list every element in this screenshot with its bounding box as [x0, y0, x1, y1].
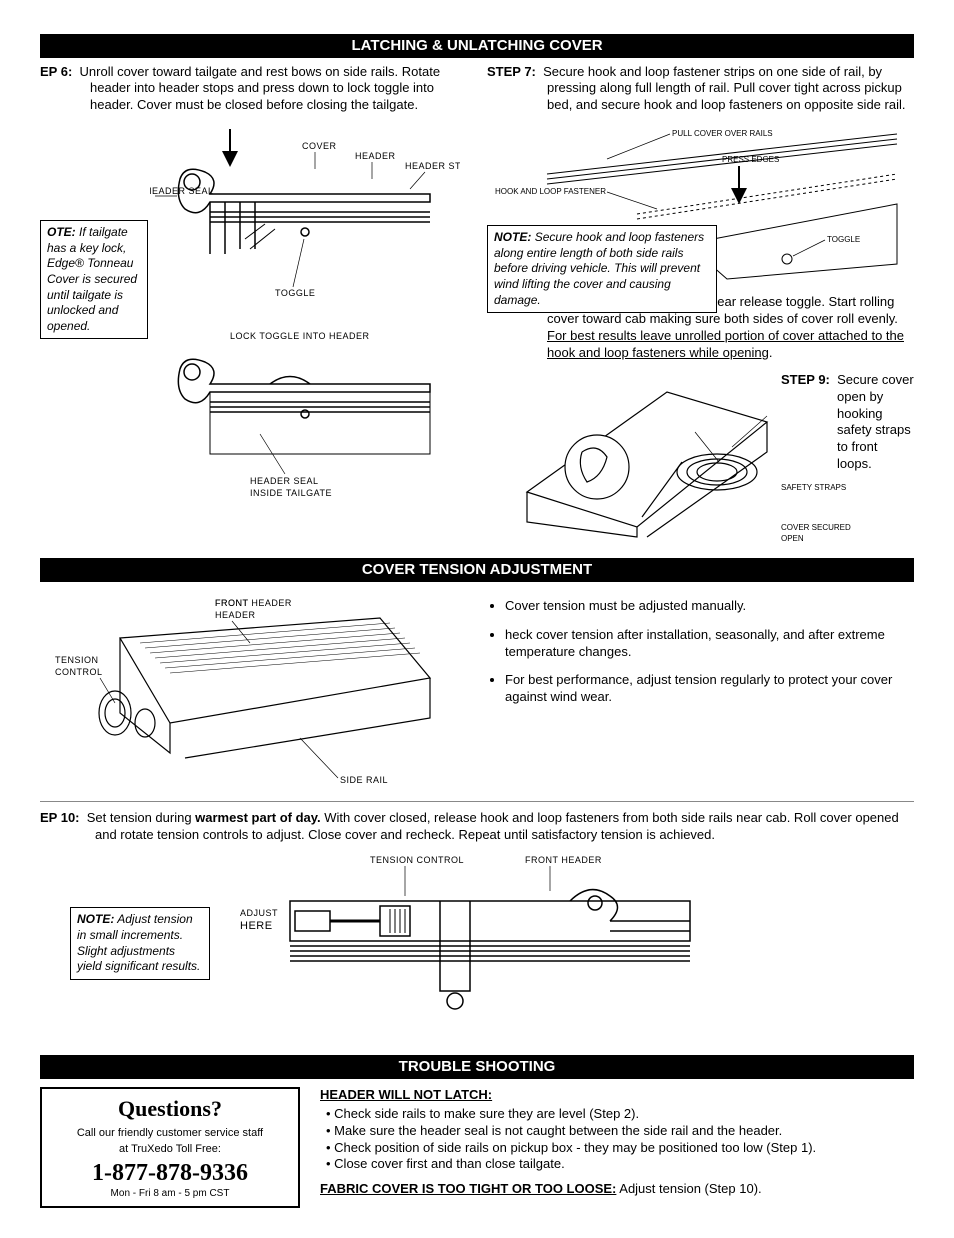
note-step7: NOTE: Secure hook and loop fasteners alo…	[487, 225, 717, 313]
lbl-header: HEADER	[355, 151, 396, 161]
lbl-toggle7: TOGGLE	[827, 235, 860, 244]
lbl-front-header-1: FRONT	[215, 598, 249, 608]
lbl-front-header-2: HEADER	[215, 610, 256, 620]
lbl10-adjust: ADJUST	[240, 908, 278, 918]
questions-sub1: Call our friendly customer service staff	[52, 1126, 288, 1140]
lbl10-tension: TENSION CONTROL	[370, 855, 464, 865]
section-header-trouble: TROUBLE SHOOTING	[40, 1055, 914, 1079]
ts-h2-text: Adjust tension (Step 10).	[616, 1181, 761, 1196]
tension-bullets: Cover tension must be adjusted manually.…	[505, 598, 914, 706]
section-header-tension: COVER TENSION ADJUSTMENT	[40, 558, 914, 582]
lbl-header-stop: HEADER STOP	[405, 161, 460, 171]
diagram-step9: STEP 9: Secure cover open by hooking saf…	[487, 372, 914, 545]
lbl-toggle: TOGGLE	[275, 288, 315, 298]
ts-l3: Check position of side rails on pickup b…	[326, 1140, 914, 1157]
note-step10: NOTE: Adjust tension in small increments…	[70, 907, 210, 979]
lbl10-here: HERE	[240, 920, 273, 932]
step8-text-b: For best results leave unrolled portion …	[547, 328, 904, 360]
step-7: STEP 7: Secure hook and loop fastener st…	[487, 64, 914, 115]
step7-label: STEP 7:	[487, 64, 536, 79]
lbl-lock-toggle: LOCK TOGGLE INTO HEADER	[230, 331, 370, 341]
lbl-cover: COVER	[302, 141, 337, 151]
note6-label: OTE:	[47, 225, 76, 239]
trouble-content: HEADER WILL NOT LATCH: Check side rails …	[320, 1087, 914, 1198]
step10-label: EP 10:	[40, 810, 80, 825]
step9-label: STEP 9:	[781, 372, 830, 387]
latching-columns: EP 6: Unroll cover toward tailgate and r…	[40, 64, 914, 555]
step9-text: Secure cover open by hooking safety stra…	[837, 372, 914, 471]
section-header-latching: LATCHING & UNLATCHING COVER	[40, 34, 914, 58]
svg-step9	[487, 372, 777, 542]
col-left: EP 6: Unroll cover toward tailgate and r…	[40, 64, 467, 555]
svg-tension: FRONT HEADER FRONT HEADER TENSION CONTRO…	[40, 588, 440, 788]
step6-label: EP 6:	[40, 64, 72, 79]
note7-label: NOTE:	[494, 230, 531, 244]
diagram-step6: OTE: If tailgate has a key lock, Edge® T…	[40, 124, 467, 504]
lbl-tension-ctrl-1: TENSION	[55, 655, 99, 665]
step10-row: NOTE: Adjust tension in small increments…	[40, 851, 914, 1051]
bullet-1: Cover tension must be adjusted manually.	[505, 598, 914, 615]
diagram-step7: PULL COVER OVER RAILS PRESS EDGES HOOK A…	[487, 124, 914, 284]
lbl-open: OPEN	[781, 534, 914, 544]
step7-text: Secure hook and loop fastener strips on …	[543, 64, 905, 113]
lbl-hook-loop: HOOK AND LOOP FASTENER	[495, 187, 606, 196]
questions-phone: 1-877-878-9336	[52, 1158, 288, 1189]
lbl-safety-straps: SAFETY STRAPS	[781, 483, 914, 493]
trouble-row: Questions? Call our friendly customer se…	[40, 1087, 914, 1208]
col-right: STEP 7: Secure hook and loop fastener st…	[487, 64, 914, 555]
ts-l2: Make sure the header seal is not caught …	[326, 1123, 914, 1140]
step-10: EP 10: Set tension during warmest part o…	[40, 810, 914, 844]
tension-columns: FRONT HEADER FRONT HEADER TENSION CONTRO…	[40, 588, 914, 793]
lbl10-front-header: FRONT HEADER	[525, 855, 602, 865]
lbl-side-rail: SIDE RAIL	[340, 775, 388, 785]
note6-text: If tailgate has a key lock, Edge® Tonnea…	[47, 225, 137, 333]
lbl-pull-over: PULL COVER OVER RAILS	[672, 129, 773, 138]
lbl-inside-tailgate: INSIDE TAILGATE	[250, 488, 332, 498]
questions-title: Questions?	[52, 1095, 288, 1124]
lbl-header-seal: HEADER SEAL	[150, 186, 214, 196]
questions-box: Questions? Call our friendly customer se…	[40, 1087, 300, 1208]
step8-text-c: .	[769, 345, 773, 360]
step10-bold: warmest part of day.	[195, 810, 320, 825]
questions-hours: Mon - Fri 8 am - 5 pm CST	[52, 1187, 288, 1200]
tension-left: FRONT HEADER FRONT HEADER TENSION CONTRO…	[40, 588, 467, 793]
divider	[40, 801, 914, 802]
svg-step10: TENSION CONTROL FRONT HEADER ADJUST HERE	[240, 851, 720, 1051]
ts-h1: HEADER WILL NOT LATCH:	[320, 1087, 914, 1104]
ts-l1: Check side rails to make sure they are l…	[326, 1106, 914, 1123]
svg-step6: COVER HEADER HEADER STOP	[150, 124, 460, 504]
lbl-tension-ctrl-2: CONTROL	[55, 667, 103, 677]
step-9: STEP 9: Secure cover open by hooking saf…	[781, 372, 914, 473]
lbl-hs-inside: HEADER SEAL	[250, 476, 319, 486]
ts-h2: FABRIC COVER IS TOO TIGHT OR TOO LOOSE:	[320, 1181, 616, 1196]
note10-label: NOTE:	[77, 912, 114, 926]
step6-text: Unroll cover toward tailgate and rest bo…	[80, 64, 441, 113]
step-6: EP 6: Unroll cover toward tailgate and r…	[40, 64, 467, 115]
ts-h2-row: FABRIC COVER IS TOO TIGHT OR TOO LOOSE: …	[320, 1181, 914, 1198]
bullet-2: heck cover tension after installation, s…	[505, 627, 914, 661]
step10-text-a: Set tension during	[87, 810, 195, 825]
bullet-3: For best performance, adjust tension reg…	[505, 672, 914, 706]
ts-l4: Close cover first and than close tailgat…	[326, 1156, 914, 1173]
ts-list: Check side rails to make sure they are l…	[326, 1106, 914, 1174]
tension-right: Cover tension must be adjusted manually.…	[487, 588, 914, 793]
lbl-cover-secured: COVER SECURED	[781, 523, 914, 533]
questions-sub2: at TruXedo Toll Free:	[52, 1142, 288, 1156]
note-step6: OTE: If tailgate has a key lock, Edge® T…	[40, 220, 148, 339]
